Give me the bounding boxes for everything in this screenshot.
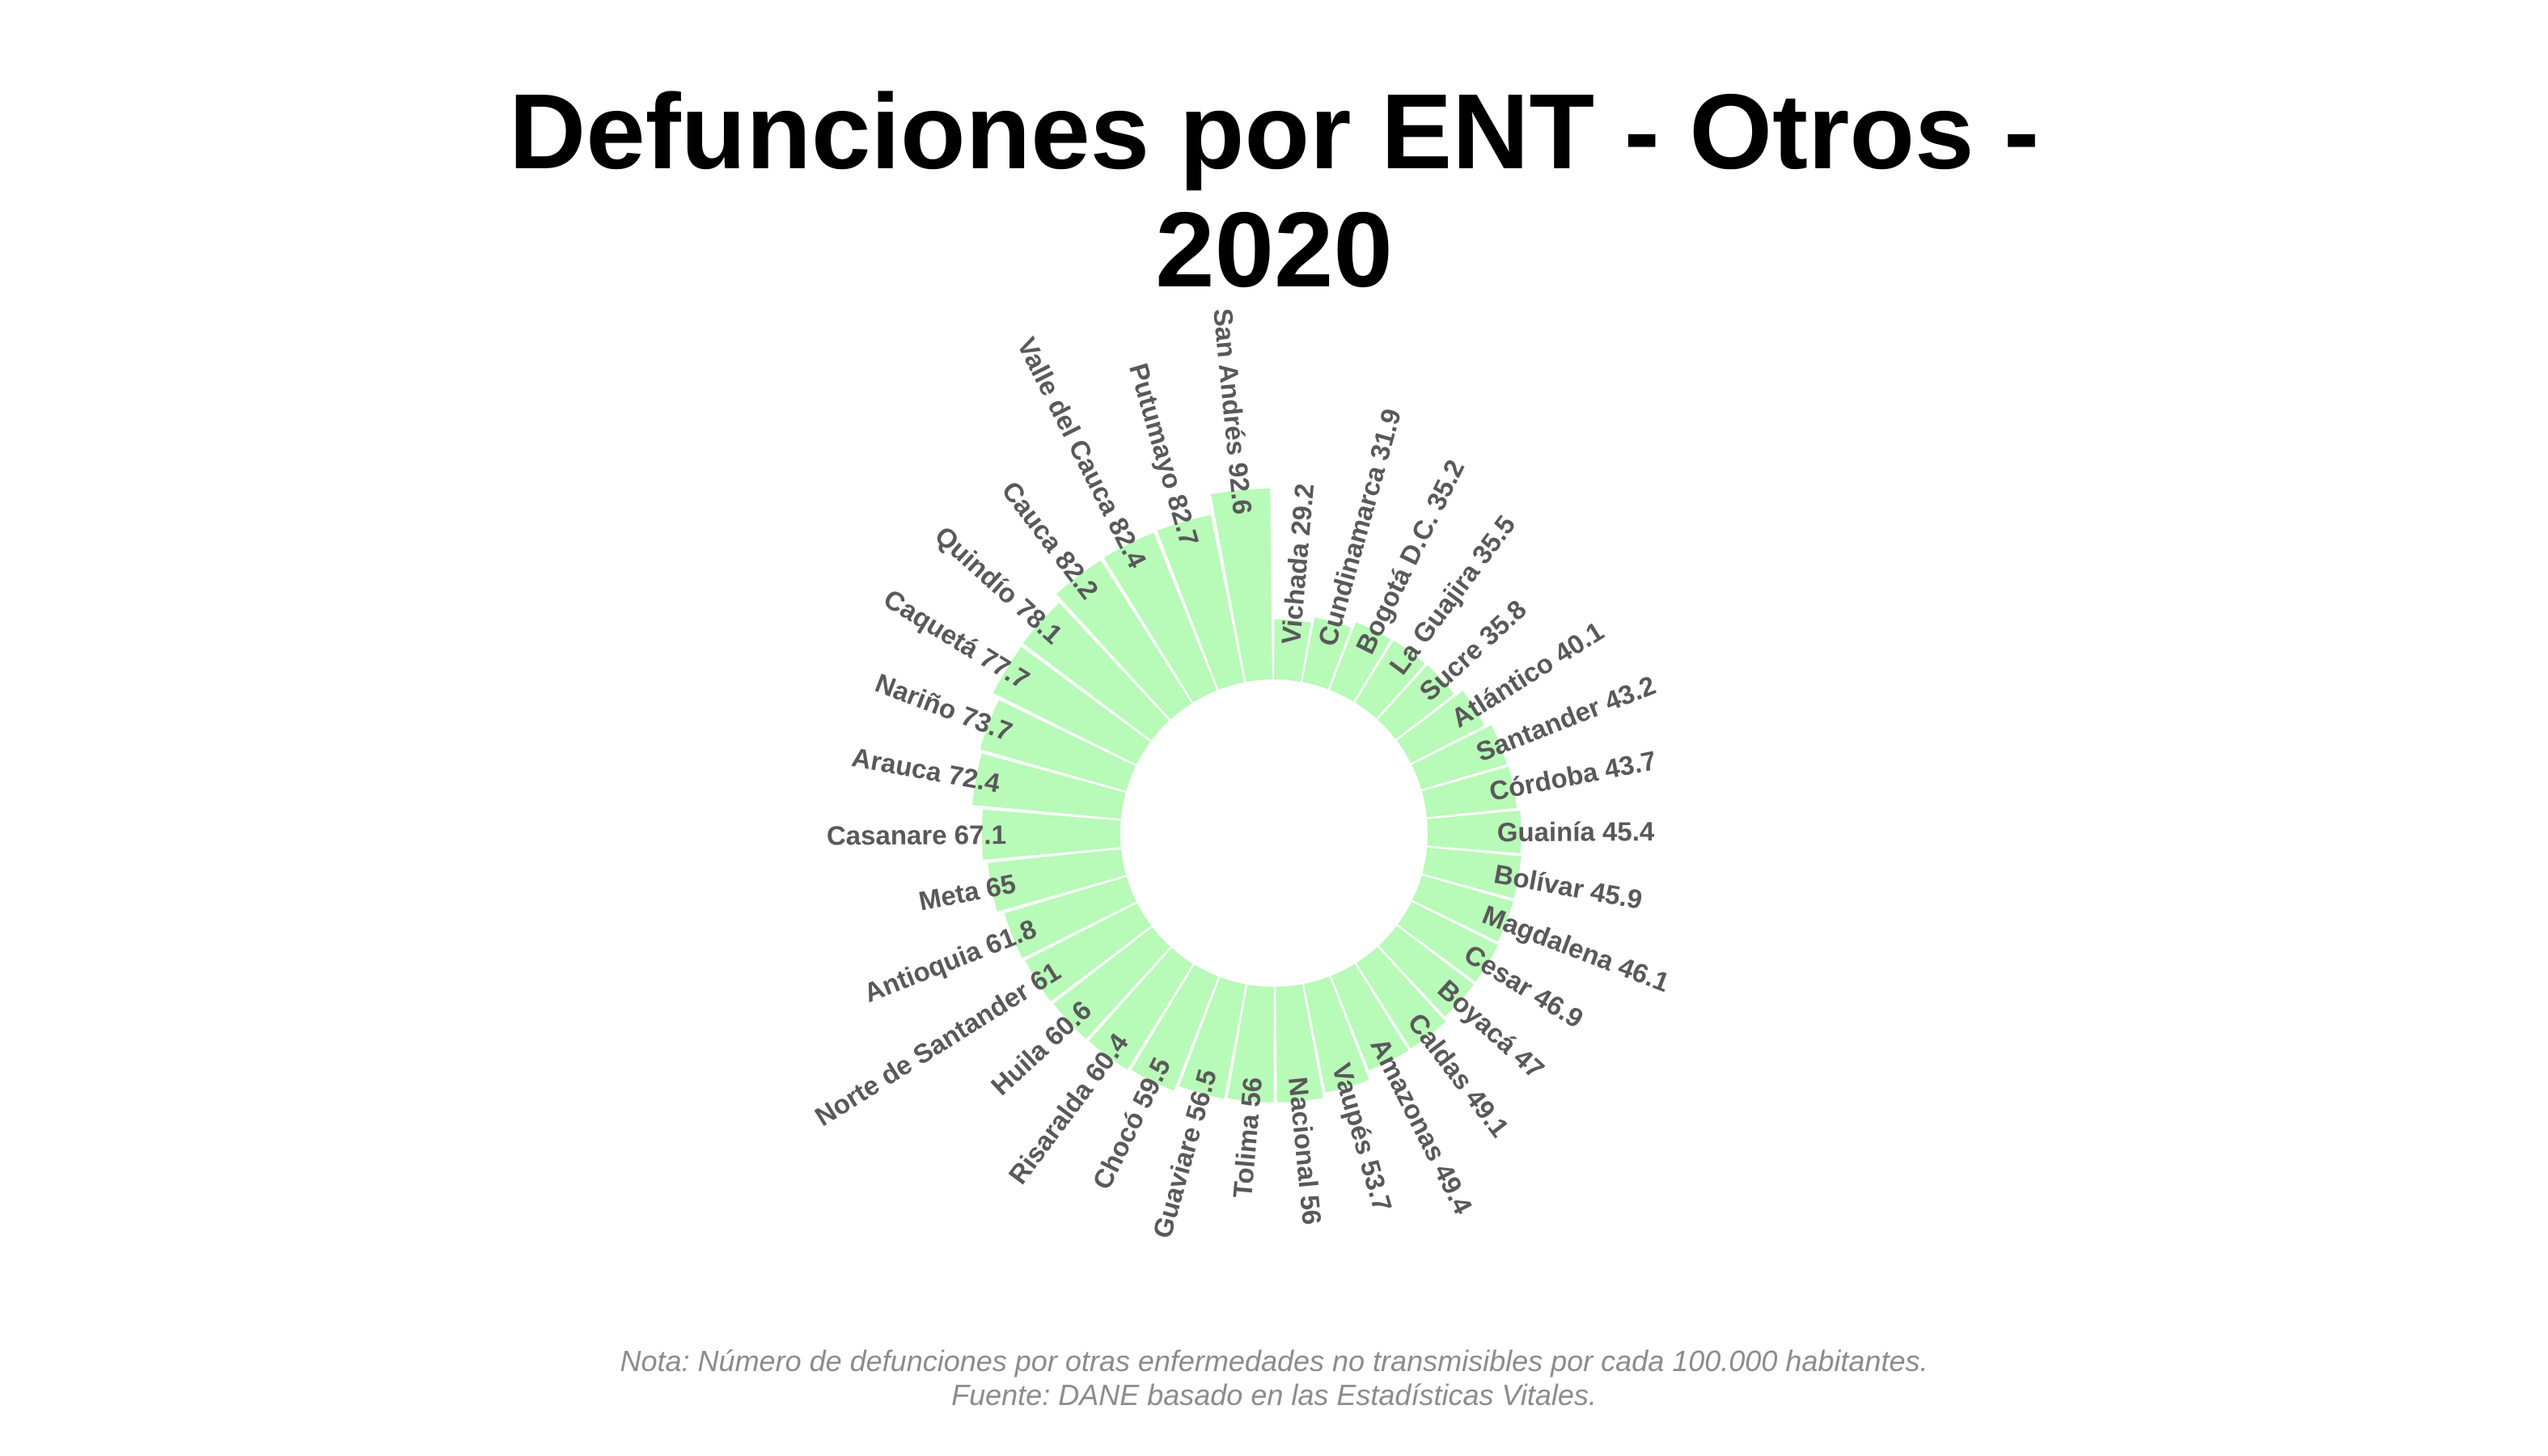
bar-24 [988, 849, 1127, 912]
chart-title-line-1: Defunciones por ENT - Otros - [508, 72, 2040, 191]
bar-29 [1022, 603, 1170, 741]
bar-10 [1412, 875, 1513, 942]
caption-note: Nota: Número de defunciones por otras en… [620, 1344, 1928, 1378]
bar-17 [1227, 984, 1274, 1103]
bar-31 [1103, 532, 1217, 703]
bar-22 [1025, 903, 1152, 1001]
bar-label-26: Arauca 72.4 [849, 742, 1003, 798]
bar-8 [1427, 811, 1522, 853]
bar-19 [1131, 964, 1219, 1091]
bar-2 [1329, 622, 1391, 702]
bar-14 [1331, 963, 1409, 1071]
chart-caption: Nota: Número de defunciones por otras en… [465, 1344, 2083, 1412]
bar-27 [980, 700, 1136, 791]
bar-9 [1422, 847, 1522, 899]
bar-7 [1421, 766, 1517, 818]
bar-32 [1157, 514, 1244, 690]
bar-15 [1304, 976, 1369, 1093]
bar-11 [1397, 901, 1499, 982]
bar-label-32: Putumayo 82.7 [1124, 360, 1204, 549]
bar-23 [1004, 877, 1136, 959]
bar-label-9: Bolívar 45.9 [1492, 858, 1644, 915]
bar-label-33: San Andrés 92.6 [1208, 307, 1258, 516]
bar-26 [972, 753, 1126, 819]
bar-16 [1276, 984, 1323, 1103]
bar-25 [981, 809, 1121, 860]
caption-source: Fuente: DANE basado en las Estadísticas … [951, 1378, 1597, 1412]
bar-5 [1396, 691, 1485, 764]
bar-label-8: Guainía 45.4 [1497, 816, 1655, 847]
chart-title: Defunciones por ENT - Otros - 2020 [465, 73, 2083, 309]
bar-21 [1053, 927, 1170, 1039]
bar-4 [1378, 665, 1454, 739]
bar-12 [1378, 925, 1475, 1017]
bar-18 [1179, 976, 1246, 1099]
bar-0 [1274, 619, 1311, 682]
bar-label-0: Vichada 29.2 [1276, 482, 1319, 645]
bar-13 [1356, 946, 1446, 1049]
bar-label-25: Casanare 67.1 [827, 819, 1006, 850]
bar-30 [1056, 560, 1192, 720]
bar-28 [993, 646, 1151, 765]
bar-3 [1355, 640, 1425, 719]
bars-layer [972, 488, 1522, 1103]
bar-33 [1211, 488, 1272, 683]
bar-6 [1412, 725, 1507, 789]
bar-20 [1089, 947, 1193, 1070]
chart-title-line-2: 2020 [1155, 190, 1393, 309]
bar-1 [1302, 617, 1352, 690]
